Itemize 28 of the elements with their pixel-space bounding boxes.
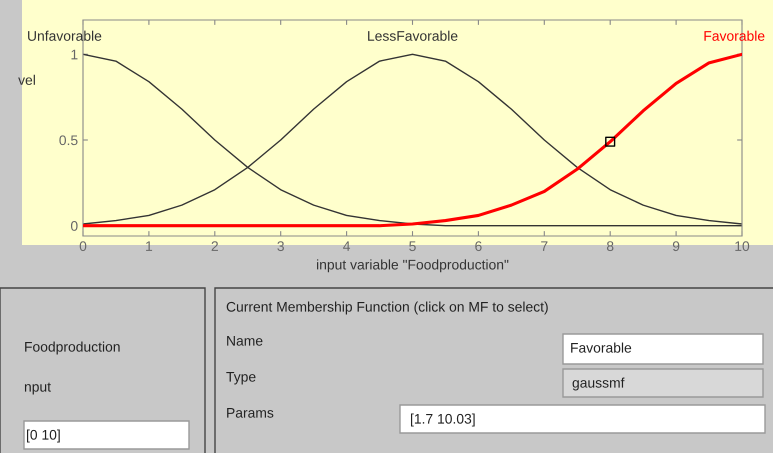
x-tick-label: 8 — [606, 241, 614, 252]
x-tick-label: 4 — [343, 241, 350, 251]
x-tick-label: 2 — [212, 241, 218, 251]
y-tick-label: 0 — [70, 221, 78, 231]
text: gaussmf — [572, 378, 625, 390]
text: Favorable — [571, 342, 632, 353]
text: Foodproduction — [25, 342, 120, 354]
x-tick-label: 0 — [80, 241, 86, 252]
x-tick-label: 7 — [541, 241, 548, 251]
x-tick-label: 9 — [672, 241, 680, 252]
series-label: LessFavorable — [368, 30, 458, 41]
text: [0 10] — [26, 430, 60, 442]
x-tick-label: 6 — [475, 241, 482, 252]
series-label: Favorable — [704, 30, 764, 41]
x-tick-label: 1 — [146, 241, 152, 251]
text: nput — [24, 382, 51, 394]
x-axis-title: input variable "Foodproduction" — [317, 259, 508, 272]
text: [1.7 10.03] — [410, 414, 475, 426]
x-tick-label: 5 — [409, 241, 416, 252]
text: Current Membership Function (click on MF to select) — [226, 302, 548, 314]
y-axis-title: vel — [18, 74, 35, 85]
y-tick-label: 1 — [71, 50, 78, 60]
text: Params — [227, 408, 274, 418]
x-tick-label: 10 — [735, 241, 750, 252]
x-tick-label: 3 — [277, 241, 284, 252]
text: Type — [226, 372, 256, 384]
text: Name — [227, 336, 262, 346]
y-tick-label: 0.5 — [59, 135, 78, 146]
